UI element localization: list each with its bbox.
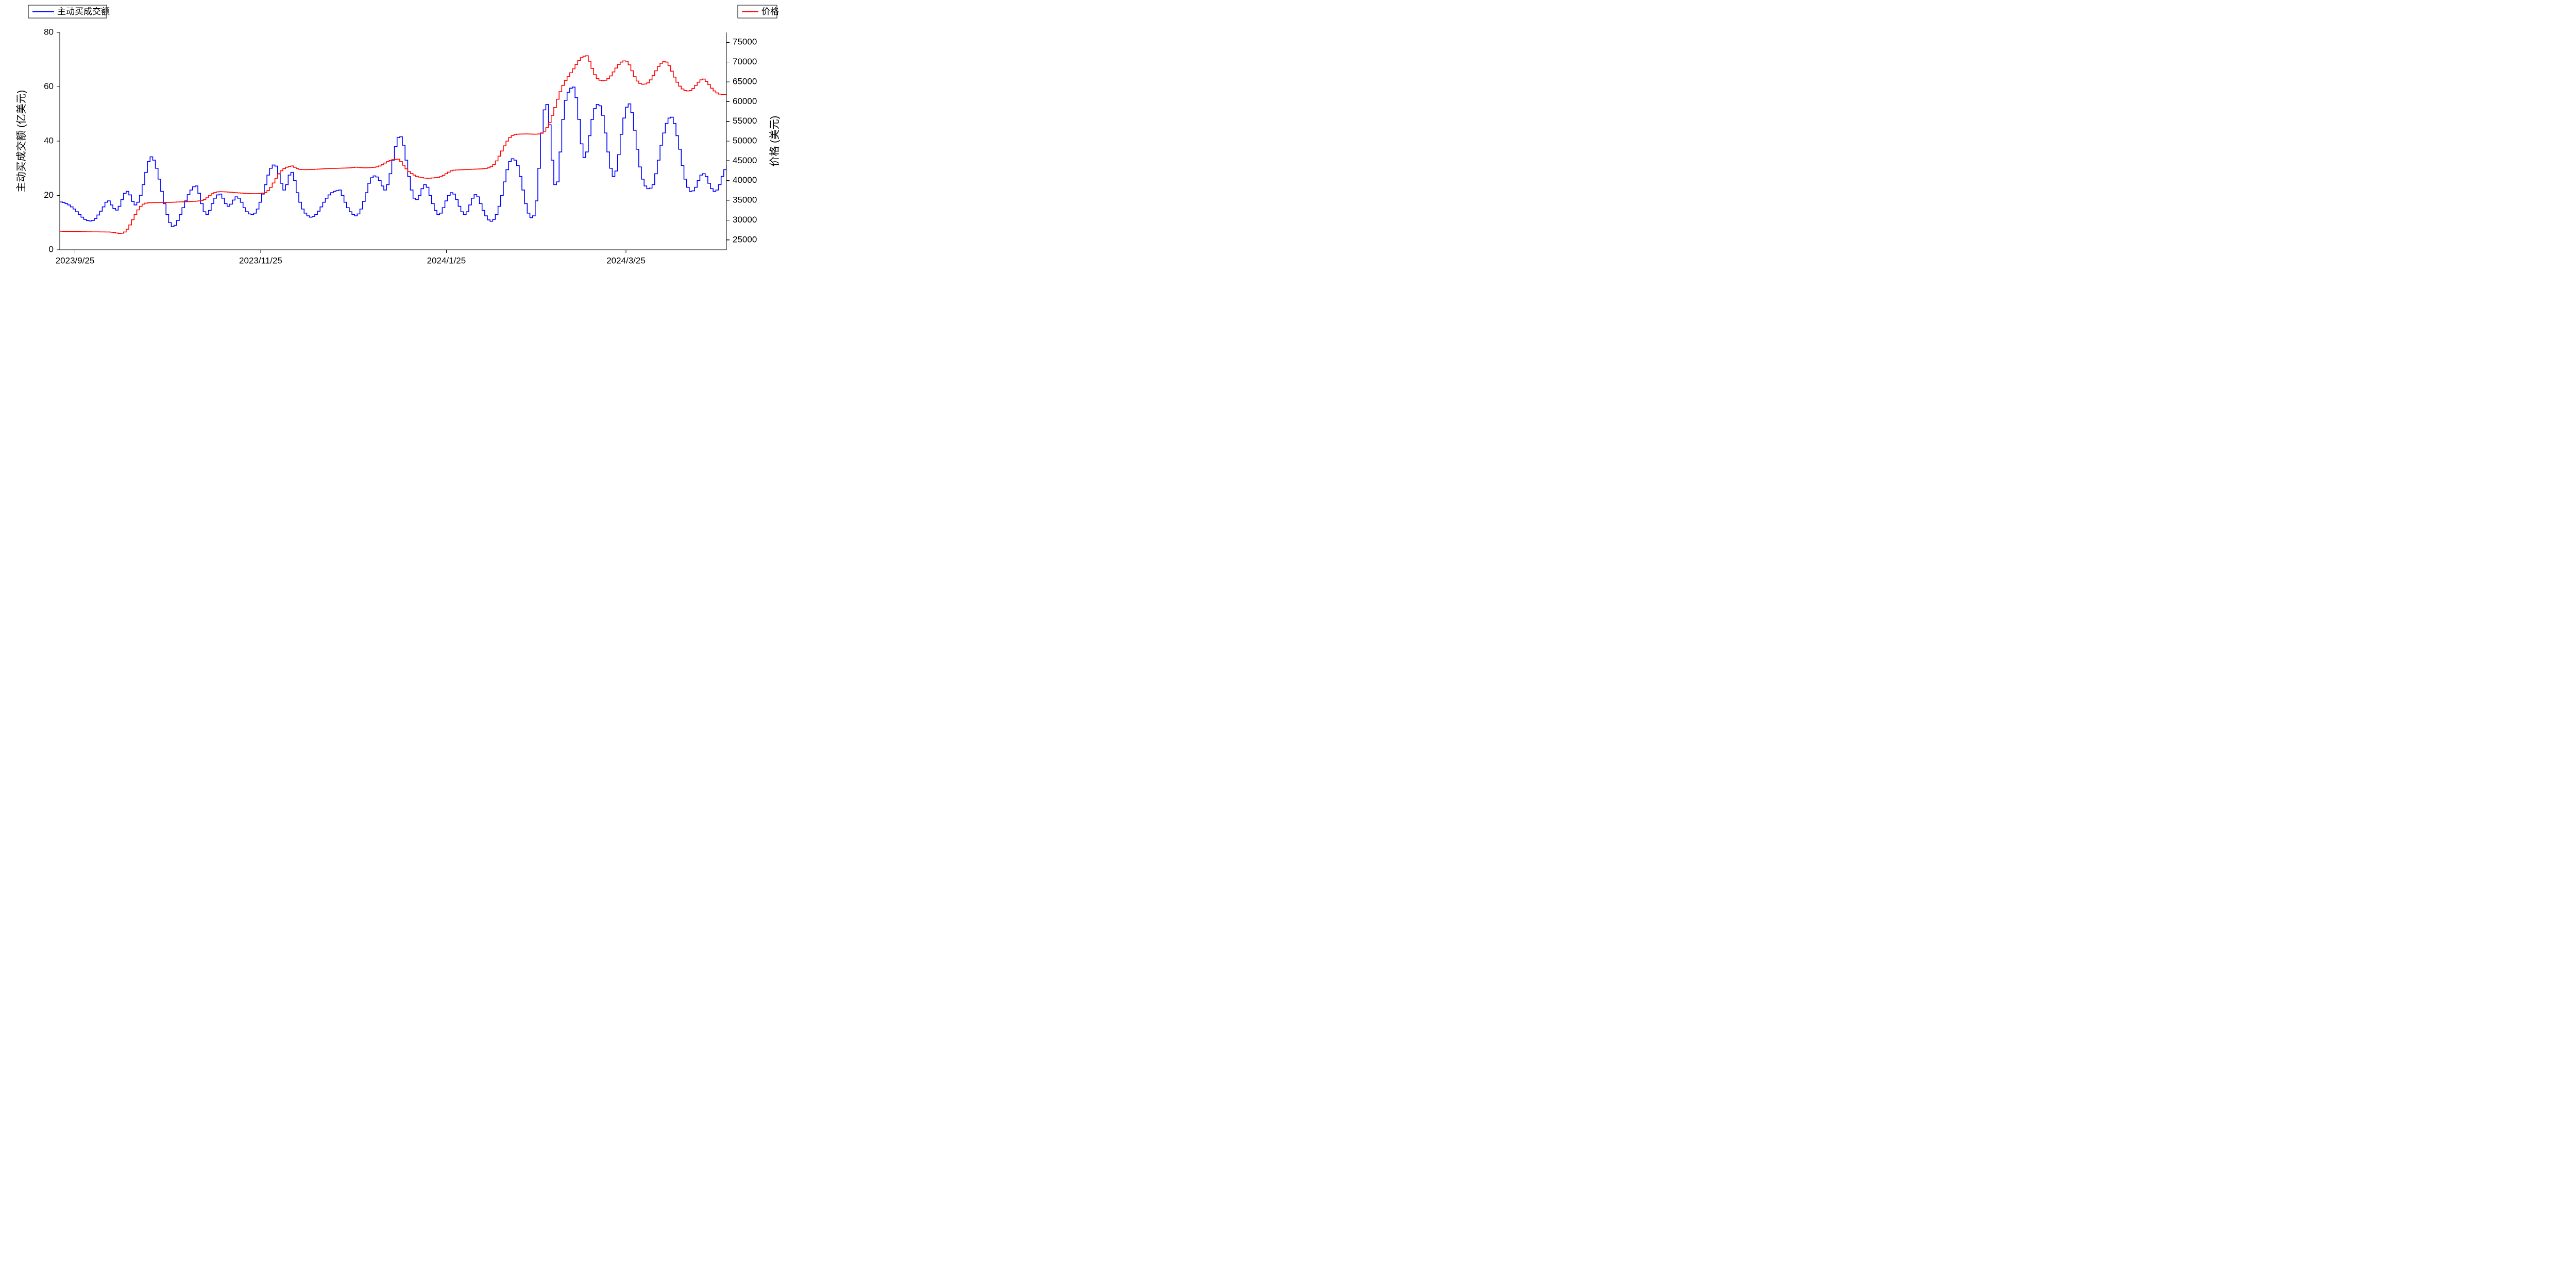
y-left-tick-label: 80 — [44, 27, 54, 37]
y-right-tick-label: 35000 — [733, 195, 757, 205]
y-right-tick-label: 30000 — [733, 215, 757, 225]
y-right-tick-label: 60000 — [733, 96, 757, 106]
series-price — [60, 56, 726, 233]
y-left-tick-label: 60 — [44, 81, 54, 91]
y-right-tick-label: 55000 — [733, 116, 757, 126]
x-tick-label: 2024/1/25 — [427, 255, 466, 265]
y-right-tick-label: 70000 — [733, 57, 757, 66]
y-right-tick-label: 40000 — [733, 175, 757, 185]
y-left-tick-label: 40 — [44, 135, 54, 145]
y-right-tick-label: 75000 — [733, 37, 757, 47]
legend-price: 价格 — [738, 5, 779, 18]
dual-axis-line-chart: 0 20 40 60 80 主动买成交额 (亿美元) 25000 30000 35000 4000… — [0, 0, 788, 274]
y-right-tick-label: 65000 — [733, 76, 757, 86]
y-right-tick-label: 50000 — [733, 135, 757, 145]
series-volume — [60, 87, 726, 227]
y-left-axis-label: 主动买成交额 (亿美元) — [15, 90, 27, 193]
legend-volume-label: 主动买成交额 — [57, 7, 110, 16]
y-right-axis-label: 价格 (美元) — [769, 116, 781, 167]
legend-price-label: 价格 — [761, 7, 779, 16]
x-tick-label: 2024/3/25 — [606, 255, 646, 265]
x-tick-label: 2023/9/25 — [56, 255, 95, 265]
y-right-tick-label: 45000 — [733, 156, 757, 165]
y-left-tick-label: 0 — [49, 244, 54, 254]
y-right-tick-label: 25000 — [733, 234, 757, 244]
x-tick-label: 2023/11/25 — [239, 255, 282, 265]
legend-volume: 主动买成交额 — [28, 5, 110, 18]
y-left-tick-label: 20 — [44, 190, 54, 200]
